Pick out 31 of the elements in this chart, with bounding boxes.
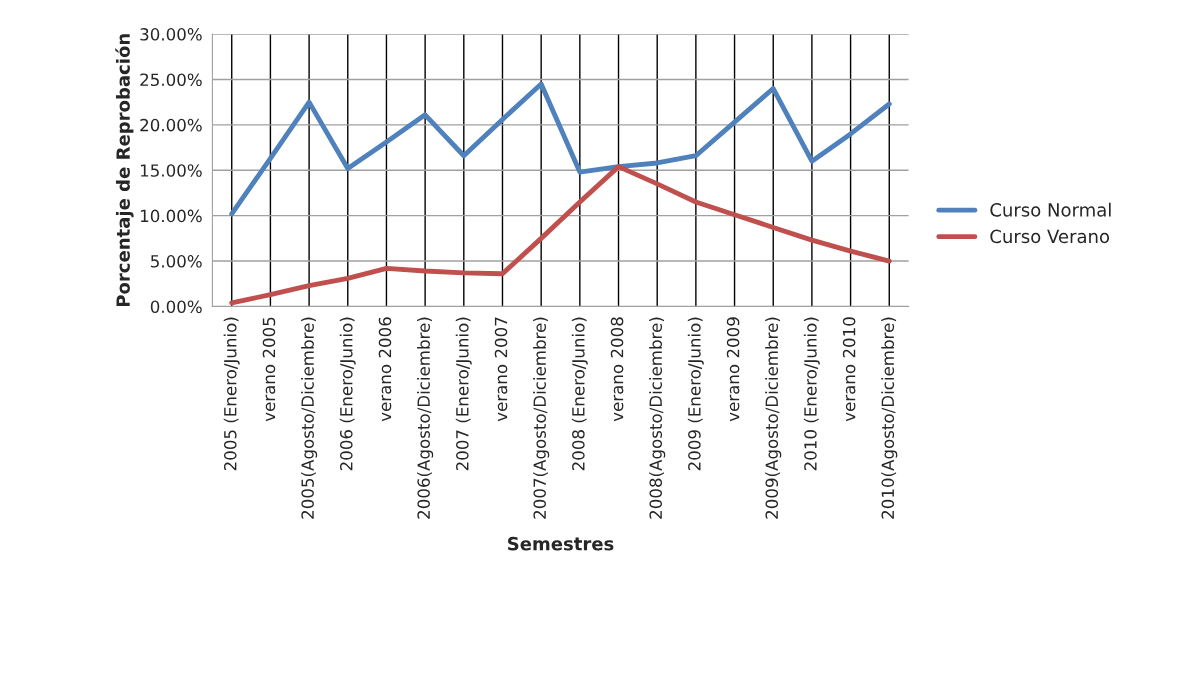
x-tick-label: verano 2010 [842, 317, 856, 422]
x-tick-label: verano 2009 [726, 317, 740, 422]
x-tick-label: 2010(Agosto/Diciembre) [881, 317, 898, 519]
x-tick-label: 2006(Agosto/Diciembre) [417, 317, 434, 519]
y-tick-label: 25.00% [140, 73, 202, 87]
y-tick-label: 5.00% [151, 255, 202, 268]
legend-label: Curso Normal [990, 202, 1111, 217]
x-tick-label: verano 2007 [494, 317, 508, 422]
x-tick-label: 2009(Agosto/Diciembre) [765, 317, 782, 519]
x-tick-label: 2005(Agosto/Diciembre) [301, 317, 318, 519]
y-tick-label: 0.00% [150, 300, 202, 314]
x-axis-title: Semestres [508, 536, 614, 551]
y-tick-label: 10.00% [140, 209, 202, 223]
line-series [229, 81, 892, 217]
x-tick-label: 2007 (Enero/Junio) [455, 317, 472, 471]
x-tick-label: verano 2006 [378, 317, 392, 422]
legend-label: Curso Verano [990, 229, 1110, 244]
y-axis-title: Porcentaje de Reprobación [115, 34, 134, 307]
y-tick-label: 20.00% [140, 118, 202, 132]
x-tick-label: 2007(Agosto/Diciembre) [533, 317, 550, 519]
x-tick-label: 2005 (Enero/Junio) [223, 317, 240, 471]
y-tick-label: 30.00% [140, 28, 202, 41]
x-tick-label: 2006 (Enero/Junio) [339, 317, 356, 471]
x-tick-label: 2010 (Enero/Junio) [803, 317, 820, 471]
x-tick-label: verano 2005 [262, 317, 276, 422]
x-tick-label: verano 2008 [610, 317, 624, 422]
x-tick-label: 2008(Agosto/Diciembre) [649, 317, 666, 519]
x-tick-label: 2008 (Enero/Junio) [571, 317, 588, 471]
line-series [229, 164, 892, 306]
y-tick-label: 15.00% [140, 164, 202, 177]
x-tick-label: 2009 (Enero/Junio) [687, 317, 704, 471]
